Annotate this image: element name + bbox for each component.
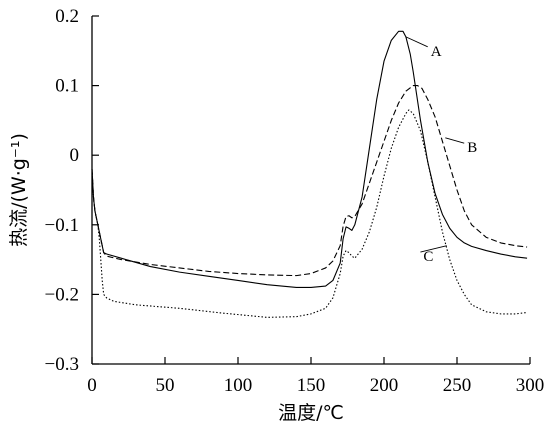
y-tick-label: 0.1 — [55, 76, 79, 97]
series-line-b — [91, 85, 528, 277]
y-tick-label: −0.3 — [45, 354, 79, 375]
annotations: A B C — [405, 36, 477, 265]
y-tick-label: 0.2 — [55, 6, 79, 27]
x-tick-label: 250 — [443, 375, 472, 396]
axes: −0.3 −0.2 −0.1 0 0.1 0.2 0 50 100 150 200 250 300 — [45, 6, 545, 396]
annotation-label-b: B — [467, 140, 477, 156]
series-line-c — [91, 109, 528, 318]
annotation-leader-b — [445, 137, 465, 144]
x-tick-label: 150 — [297, 375, 326, 396]
annotation-leader-c — [420, 245, 447, 253]
y-tick-label: 0 — [70, 145, 80, 166]
y-tick-label: −0.1 — [45, 215, 79, 236]
x-tick-label: 200 — [370, 375, 399, 396]
y-tick-label: −0.2 — [45, 284, 79, 305]
annotation-label-a: A — [431, 44, 442, 60]
x-ticks: 0 50 100 150 200 250 300 — [87, 357, 544, 396]
series-group — [91, 30, 528, 318]
annotation-leader-a — [405, 36, 428, 48]
x-tick-label: 50 — [156, 375, 175, 396]
x-axis-title: 温度/℃ — [278, 402, 344, 424]
annotation-label-c: C — [423, 249, 433, 265]
series-line-a — [91, 30, 528, 288]
y-axis-title: 热流/(W·g⁻¹) — [8, 133, 30, 247]
x-tick-label: 0 — [87, 375, 97, 396]
x-tick-label: 300 — [516, 375, 545, 396]
y-ticks: −0.3 −0.2 −0.1 0 0.1 0.2 — [45, 6, 99, 375]
x-tick-label: 100 — [224, 375, 253, 396]
